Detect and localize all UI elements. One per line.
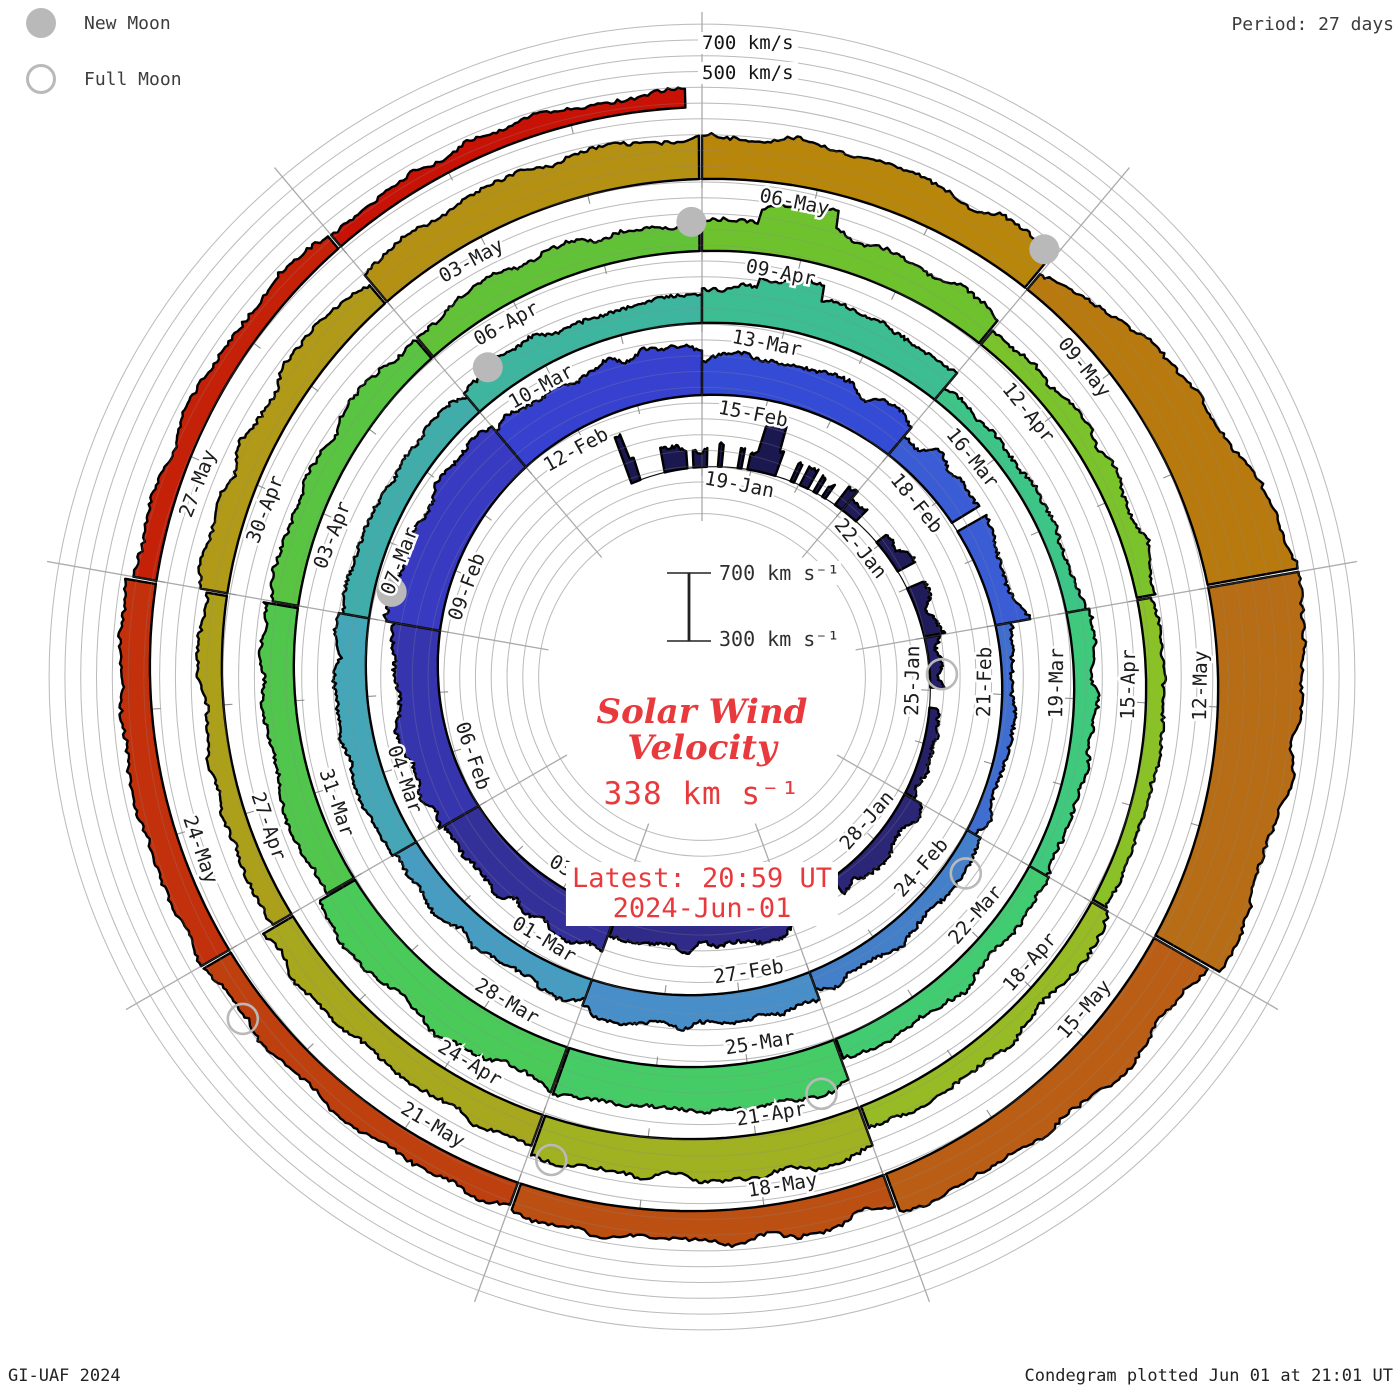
center-annotation: Solar Wind Velocity 338 km s⁻¹ Latest: 2…	[565, 694, 839, 926]
band-segment	[257, 601, 356, 895]
day-ticks	[152, 125, 1217, 1208]
band-segment	[820, 483, 837, 500]
band-segment	[132, 235, 340, 582]
band-segment	[700, 202, 999, 345]
band-segment	[736, 446, 747, 470]
band-segment	[117, 577, 231, 968]
band-segment	[859, 900, 1110, 1130]
band-segment	[979, 329, 1157, 599]
band-segment	[700, 350, 913, 456]
band-segment	[1091, 596, 1168, 909]
band-segment	[956, 513, 1032, 627]
full-moon-marker	[226, 1002, 260, 1036]
band-segment	[416, 222, 701, 358]
band-segment	[1026, 273, 1299, 586]
band-segment	[494, 343, 704, 469]
full-moon-marker	[925, 657, 959, 691]
band-segment	[933, 387, 1087, 614]
band-segment	[510, 1173, 897, 1249]
full-moon-marker	[949, 857, 983, 890]
radial-axis-label-700: 700 km/s	[698, 32, 798, 54]
latest-time: Latest: 20:59 UT	[571, 863, 833, 894]
band-segment	[884, 936, 1209, 1213]
moon-markers	[226, 206, 1060, 1177]
band-segment	[269, 339, 433, 607]
band-segment	[659, 443, 689, 474]
band-segment	[831, 792, 924, 896]
band-segment	[904, 706, 941, 800]
date-label: 19-Mar	[1044, 648, 1068, 719]
band-segment	[262, 915, 544, 1147]
date-label: 15-Apr	[1116, 649, 1140, 720]
full-moon-marker	[534, 1143, 568, 1177]
band-segment	[341, 396, 481, 620]
date-label: 25-Jan	[900, 645, 924, 716]
band-segment	[700, 132, 1050, 289]
band-segment	[331, 611, 418, 857]
band-segment	[1154, 570, 1308, 973]
date-label: 21-Feb	[972, 646, 996, 717]
band-segment	[746, 421, 788, 478]
scale-bar-top-label: 700 km s⁻¹	[717, 561, 842, 585]
chart-title: Solar Wind Velocity	[566, 694, 838, 766]
legend-new-moon: New Moon	[26, 6, 182, 40]
band-segment	[462, 292, 704, 414]
new-moon-icon	[26, 8, 56, 38]
new-moon-marker	[376, 576, 407, 607]
legend-new-moon-label: New Moon	[84, 12, 171, 34]
period-label: Period: 27 days	[1231, 14, 1394, 35]
chart-title-line1: Solar Wind	[596, 692, 808, 732]
band-segment	[840, 497, 869, 523]
new-moon-marker	[1029, 234, 1060, 265]
band-segment	[716, 441, 725, 468]
band-segment	[875, 533, 917, 573]
band-segment	[202, 951, 520, 1206]
chart-title-line2: Velocity	[627, 728, 777, 768]
band-segment	[798, 465, 820, 490]
band-segment	[808, 828, 982, 992]
band-segment	[789, 461, 804, 484]
credit-label: GI-UAF 2024	[8, 1366, 121, 1386]
band-segment	[197, 284, 387, 595]
full-moon-marker	[805, 1077, 838, 1111]
date-label: 12-May	[1188, 650, 1212, 721]
band-segment	[834, 864, 1051, 1060]
plotted-timestamp: Condegram plotted Jun 01 at 21:01 UT	[1024, 1366, 1393, 1386]
band-segment	[329, 86, 687, 248]
band-segment	[581, 970, 821, 1032]
band-segment	[318, 878, 569, 1094]
band-segment	[394, 840, 594, 1003]
velocity-bands	[117, 86, 1308, 1249]
band-segment	[965, 621, 1018, 836]
band-segment	[551, 1038, 850, 1115]
band-segment	[1028, 607, 1101, 877]
current-velocity-value: 338 km s⁻¹	[603, 776, 801, 812]
band-segment	[389, 621, 480, 830]
band-segment	[613, 433, 642, 485]
band-segment	[529, 1106, 874, 1185]
band-segment	[691, 446, 709, 469]
scale-bar-bottom-label: 300 km s⁻¹	[717, 627, 842, 651]
moon-legend: New Moon Full Moon	[26, 6, 182, 118]
new-moon-marker	[676, 206, 707, 237]
latest-date: 2024-Jun-01	[612, 893, 792, 924]
legend-full-moon: Full Moon	[26, 62, 182, 96]
band-segment	[905, 580, 947, 638]
latest-reading: Latest: 20:59 UT 2024-Jun-01	[565, 862, 839, 926]
full-moon-icon	[26, 64, 56, 94]
band-segment	[700, 275, 959, 401]
velocity-scale-bar	[667, 572, 711, 642]
band-segment	[812, 474, 827, 495]
band-segment	[887, 435, 981, 524]
legend-full-moon-label: Full Moon	[84, 68, 182, 90]
band-segment	[382, 425, 528, 632]
radial-axis-label-500: 500 km/s	[698, 62, 798, 84]
band-segment	[363, 134, 701, 303]
band-segment	[195, 591, 293, 926]
new-moon-marker	[472, 352, 503, 383]
